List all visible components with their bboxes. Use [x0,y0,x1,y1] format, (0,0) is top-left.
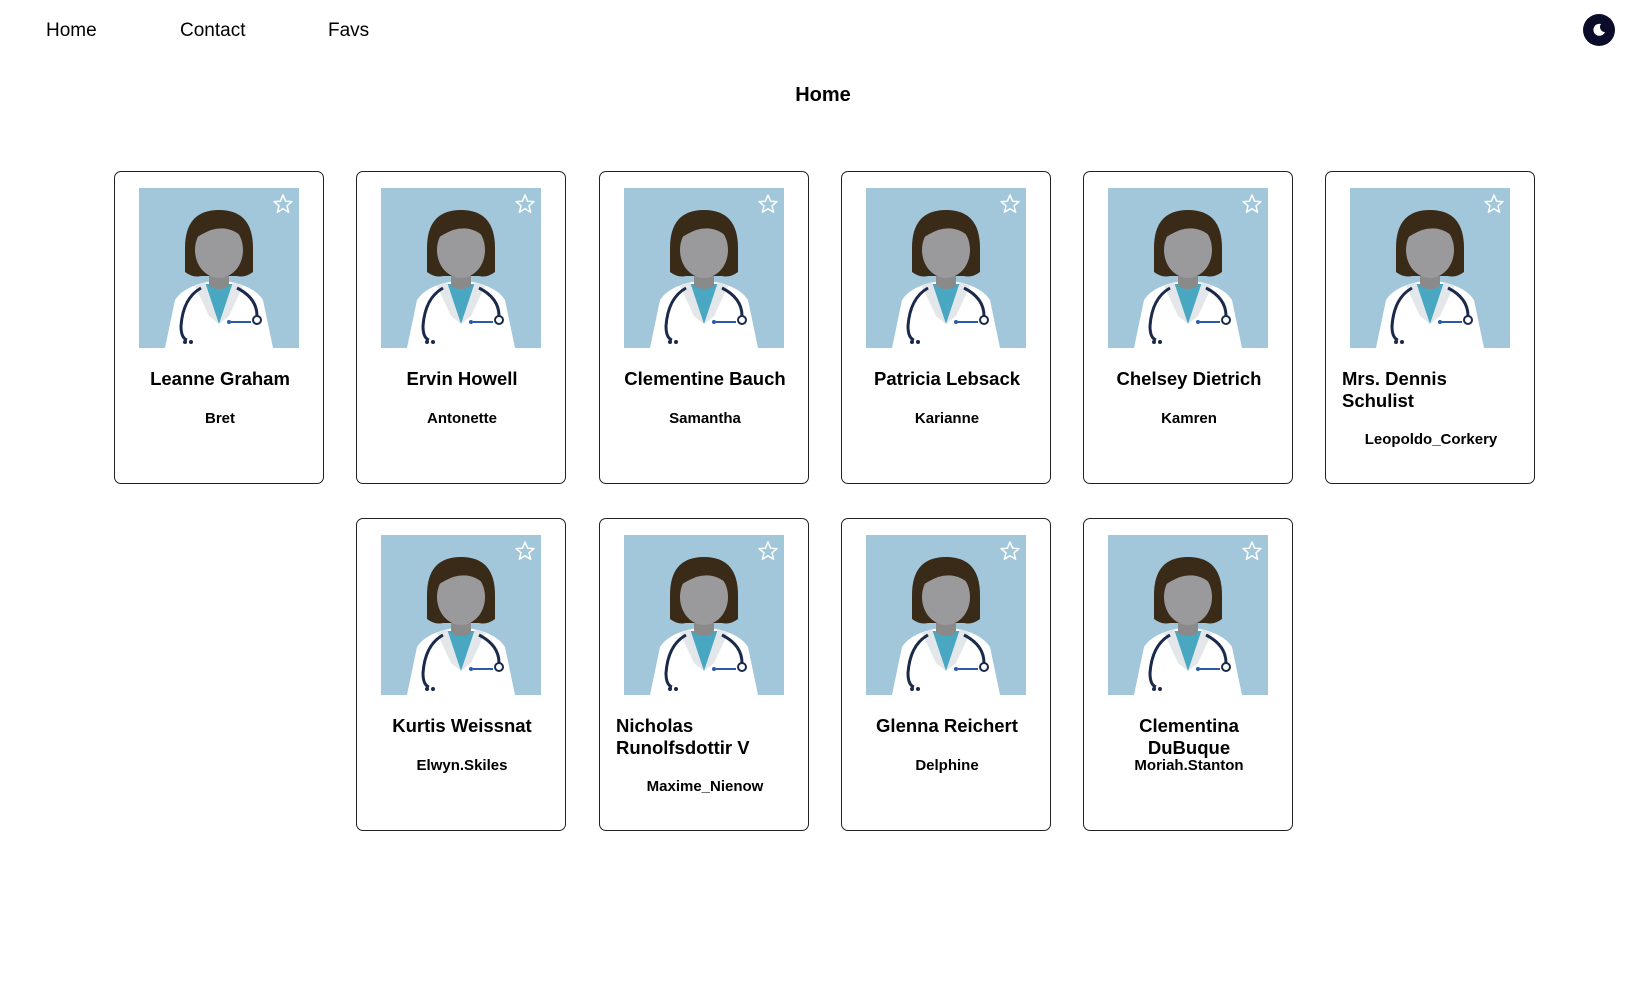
doctor-avatar [1108,535,1268,695]
star-outline-icon[interactable] [998,539,1022,563]
star-outline-icon[interactable] [1482,192,1506,216]
doctor-username: Samantha [669,410,741,427]
doctor-name: Mrs. Dennis Schulist [1342,368,1447,411]
star-outline-icon[interactable] [1240,539,1264,563]
nav-link-contact[interactable]: Contact [180,20,246,41]
doctor-name: Leanne Graham [150,368,290,389]
star-outline-icon[interactable] [271,192,295,216]
doctor-name: Patricia Lebsack [873,368,1021,389]
doctor-name: Chelsey Dietrich [1116,368,1262,389]
top-nav: Home Contact Favs [0,0,1646,62]
doctor-avatar [1350,188,1510,348]
doctor-username: Kamren [1161,410,1217,427]
doctor-card[interactable]: Leanne Graham Bret [114,171,324,484]
star-outline-icon[interactable] [998,192,1022,216]
doctor-username: Antonette [427,410,497,427]
doctor-name: Glenna Reichert [876,715,1018,736]
doctor-card[interactable]: Ervin Howell Antonette [356,171,566,484]
doctor-avatar [1108,188,1268,348]
doctor-card[interactable]: Chelsey Dietrich Kamren [1083,171,1293,484]
star-outline-icon[interactable] [756,539,780,563]
doctor-card[interactable]: Kurtis Weissnat Elwyn.Skiles [356,518,566,831]
doctor-avatar [866,188,1026,348]
star-outline-icon[interactable] [513,539,537,563]
doctor-username: Elwyn.Skiles [416,757,508,774]
nav-link-home[interactable]: Home [46,20,97,41]
doctor-avatar [139,188,299,348]
nav-link-favs[interactable]: Favs [328,20,370,41]
theme-toggle-button[interactable] [1583,14,1615,46]
doctor-username: Bret [204,410,235,427]
doctor-card[interactable]: Patricia Lebsack Karianne [841,171,1051,484]
doctor-avatar [866,535,1026,695]
doctor-username: Leopoldo_Corkery [1364,431,1498,448]
doctor-avatar [624,188,784,348]
doctor-card[interactable]: Clementine Bauch Samantha [599,171,809,484]
doctor-name: Clementine Bauch [624,368,786,389]
page-title: Home [795,84,851,106]
doctor-name: Clementina DuBuque [1139,715,1239,758]
star-outline-icon[interactable] [756,192,780,216]
doctor-username: Karianne [914,410,980,427]
doctor-avatar [381,535,541,695]
doctor-avatar [381,188,541,348]
doctor-username: Moriah.Stanton [1134,757,1244,774]
doctor-name: Kurtis Weissnat [392,715,532,736]
doctor-card[interactable]: Mrs. Dennis Schulist Leopoldo_Corkery [1325,171,1535,484]
star-outline-icon[interactable] [1240,192,1264,216]
doctor-name: Nicholas Runolfsdottir V [616,715,750,758]
doctor-avatar [624,535,784,695]
doctor-card[interactable]: Nicholas Runolfsdottir V Maxime_Nienow [599,518,809,831]
doctor-username: Maxime_Nienow [646,778,764,795]
doctor-card[interactable]: Glenna Reichert Delphine [841,518,1051,831]
doctor-card[interactable]: Clementina DuBuque Moriah.Stanton [1083,518,1293,831]
moon-icon [1593,23,1605,36]
star-outline-icon[interactable] [513,192,537,216]
doctor-username: Delphine [915,757,979,774]
doctor-name: Ervin Howell [406,368,518,389]
